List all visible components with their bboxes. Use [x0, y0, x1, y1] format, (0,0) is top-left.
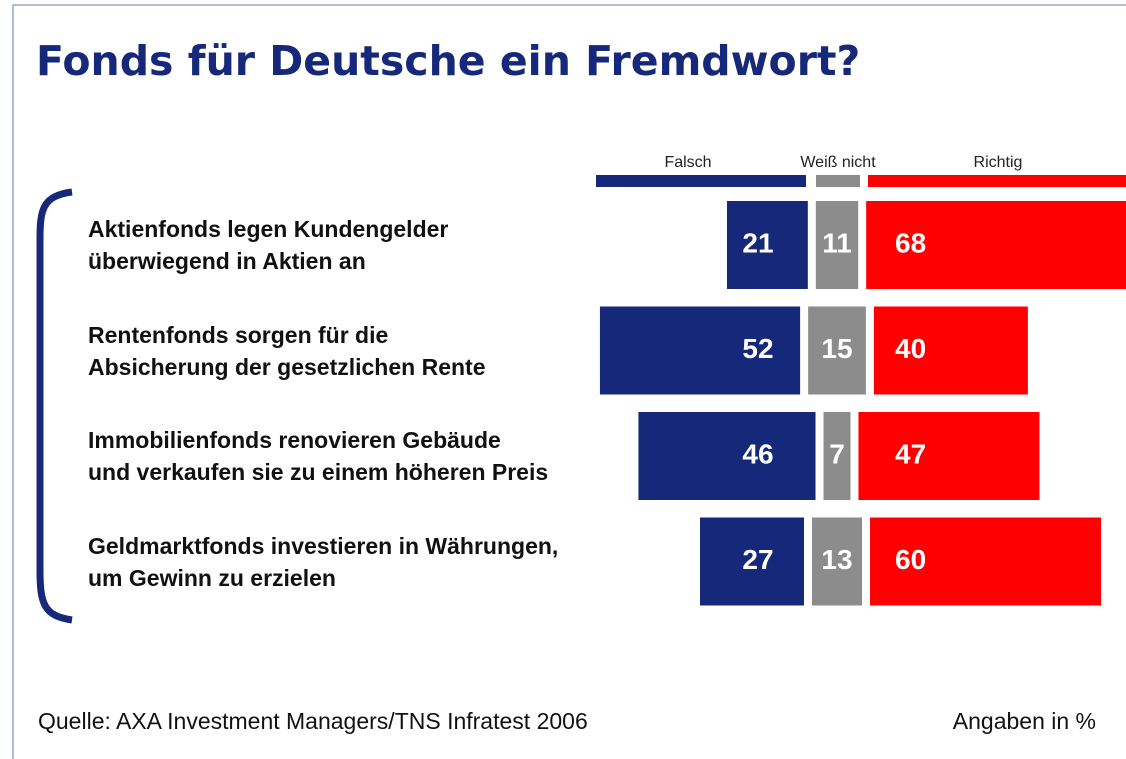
value-label: 68 — [895, 227, 926, 258]
bar — [808, 306, 866, 395]
bar — [870, 517, 1102, 606]
bar — [700, 517, 804, 606]
frame — [12, 4, 1126, 759]
bar — [866, 201, 1126, 289]
bar — [823, 412, 851, 500]
value-label: 27 — [742, 544, 773, 575]
value-label: 11 — [822, 227, 852, 258]
category-label: Geldmarktfonds investieren in Währungen,… — [88, 532, 559, 591]
legend-swatch — [868, 175, 1126, 187]
bar — [873, 306, 1028, 395]
value-label: 13 — [821, 544, 852, 575]
category-label: Rentenfonds sorgen für die Absicherung d… — [88, 321, 486, 380]
note: Angaben in % — [952, 708, 1096, 734]
legend-label: Weiß nicht — [800, 154, 876, 171]
legend-label: Falsch — [664, 154, 711, 171]
chart-title: Fonds für Deutsche ein Fremdwort? — [36, 37, 860, 85]
value-label: 47 — [895, 438, 926, 469]
legend-label: Richtig — [974, 154, 1023, 171]
bar — [638, 412, 816, 500]
bar — [811, 517, 863, 606]
value-label: 52 — [742, 333, 773, 364]
value-label: 60 — [895, 544, 926, 575]
bracket — [36, 188, 73, 624]
value-label: 15 — [821, 333, 852, 364]
bar — [815, 201, 859, 289]
legend-swatch — [816, 175, 860, 187]
value-label: 40 — [895, 333, 926, 364]
value-label: 7 — [829, 438, 845, 469]
category-label: Immobilienfonds renovieren Gebäude und v… — [88, 427, 549, 485]
value-label: 46 — [742, 438, 773, 469]
bar — [858, 412, 1040, 500]
source: Quelle: AXA Investment Managers/TNS Infr… — [38, 708, 588, 734]
legend-swatch — [596, 175, 806, 187]
bar — [599, 306, 801, 395]
bar — [726, 201, 808, 289]
value-label: 21 — [742, 227, 773, 258]
category-label: Aktienfonds legen Kundengelder überwiege… — [88, 216, 449, 274]
